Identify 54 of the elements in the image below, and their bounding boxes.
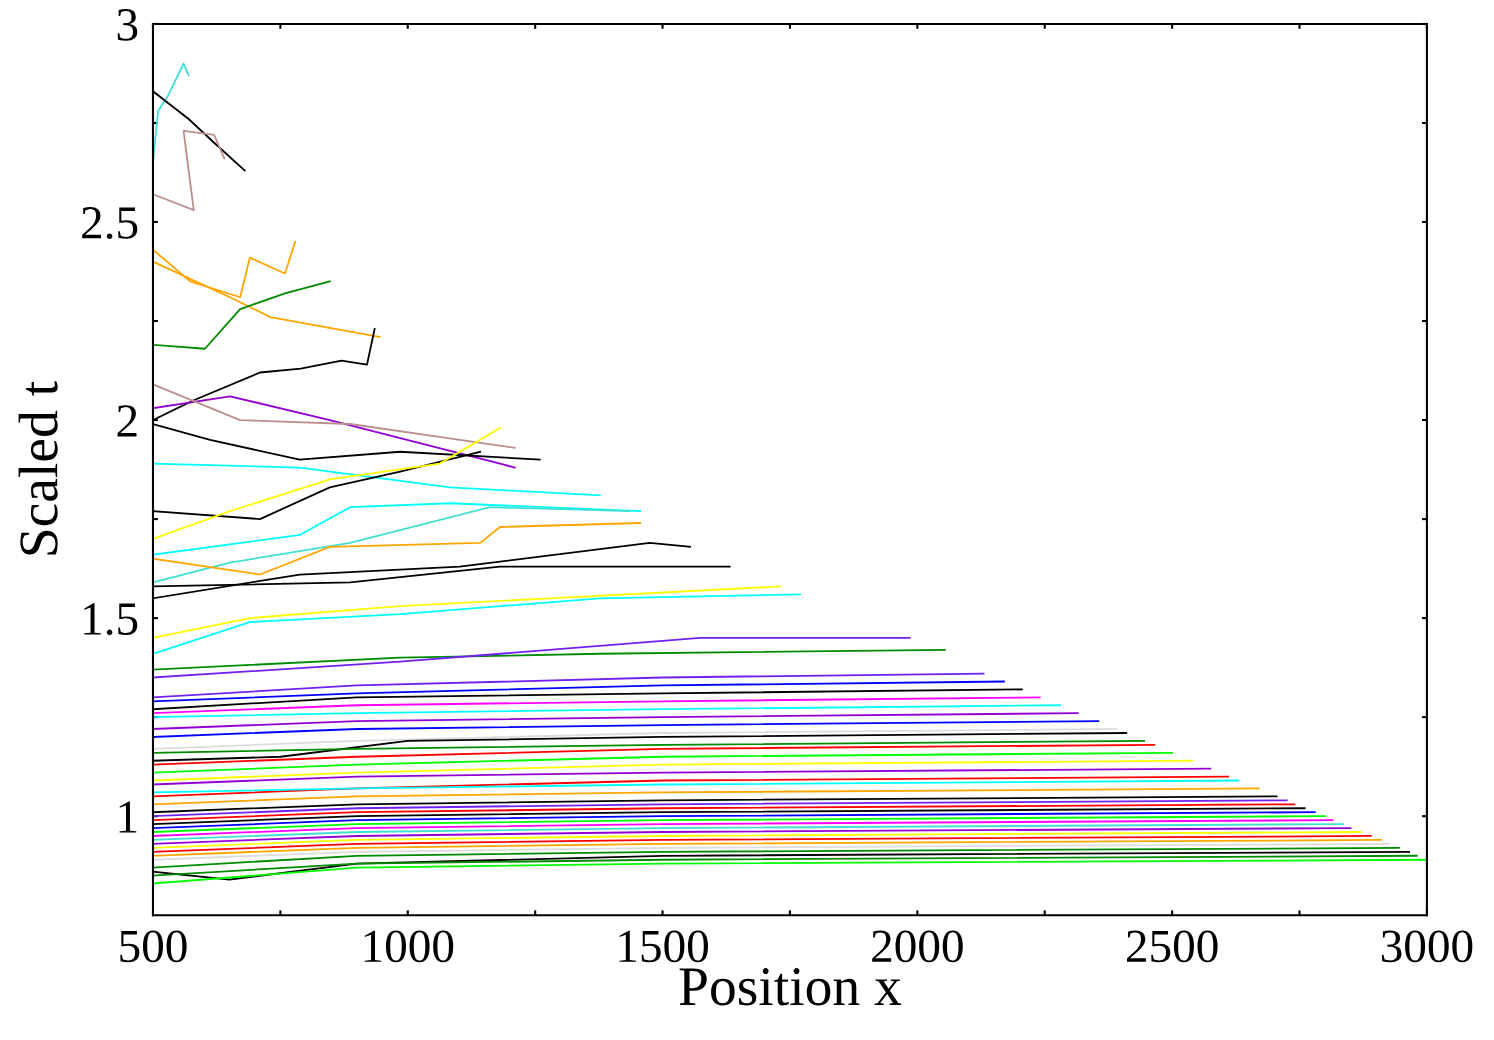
line-series	[152, 672, 985, 699]
line-series	[152, 775, 1230, 798]
line-series	[152, 129, 226, 212]
line-series	[152, 743, 1156, 766]
line-series	[152, 751, 1174, 774]
x-tick-label: 500	[120, 930, 187, 963]
line-series	[152, 835, 1372, 853]
line-series	[152, 506, 631, 584]
line-series	[152, 395, 516, 469]
line-series	[152, 502, 642, 556]
y-tick-label: 3	[117, 9, 138, 41]
line-series	[152, 846, 1400, 869]
y-tick-label: 1	[119, 801, 137, 833]
y-tick-label: 2.5	[82, 207, 138, 240]
line-series	[152, 831, 1362, 849]
line-series	[152, 680, 1005, 703]
line-series	[152, 827, 1352, 845]
y-axis-title: Scaled t	[18, 381, 58, 555]
line-series	[152, 803, 1296, 822]
line-series	[152, 383, 516, 449]
line-series	[152, 811, 1316, 829]
line-series	[152, 704, 1061, 719]
line-series	[152, 648, 946, 671]
x-axis-title: Position x	[679, 968, 902, 1006]
line-series	[152, 720, 1100, 738]
line-series	[152, 842, 1390, 861]
line-series	[152, 823, 1344, 841]
line-series	[152, 712, 1079, 730]
line-series	[152, 427, 501, 540]
line-series	[152, 854, 1418, 877]
line-series	[152, 740, 1146, 754]
x-tick-label: 2000	[872, 930, 963, 963]
line-series	[152, 799, 1288, 818]
line-series	[152, 585, 782, 639]
line-series	[152, 815, 1326, 833]
y-tick-label: 2	[117, 405, 137, 437]
line-series	[152, 280, 331, 350]
x-tick-label: 2500	[1126, 930, 1218, 963]
x-tick-label: 1500	[619, 930, 708, 963]
x-tick-label: 1000	[364, 930, 454, 963]
line-series	[152, 696, 1041, 715]
line-series	[152, 839, 1382, 857]
line-series	[152, 522, 642, 576]
line-series	[152, 767, 1212, 786]
line-series	[152, 819, 1334, 837]
x-tick-label: 3000	[1381, 930, 1473, 963]
line-series	[152, 858, 1427, 885]
line-series	[152, 462, 601, 497]
line-series	[152, 759, 1194, 782]
line-series	[152, 728, 1117, 750]
line-series	[152, 593, 802, 655]
line-series	[152, 787, 1260, 806]
line-series	[152, 779, 1240, 794]
y-tick-label: 1.5	[84, 603, 138, 636]
